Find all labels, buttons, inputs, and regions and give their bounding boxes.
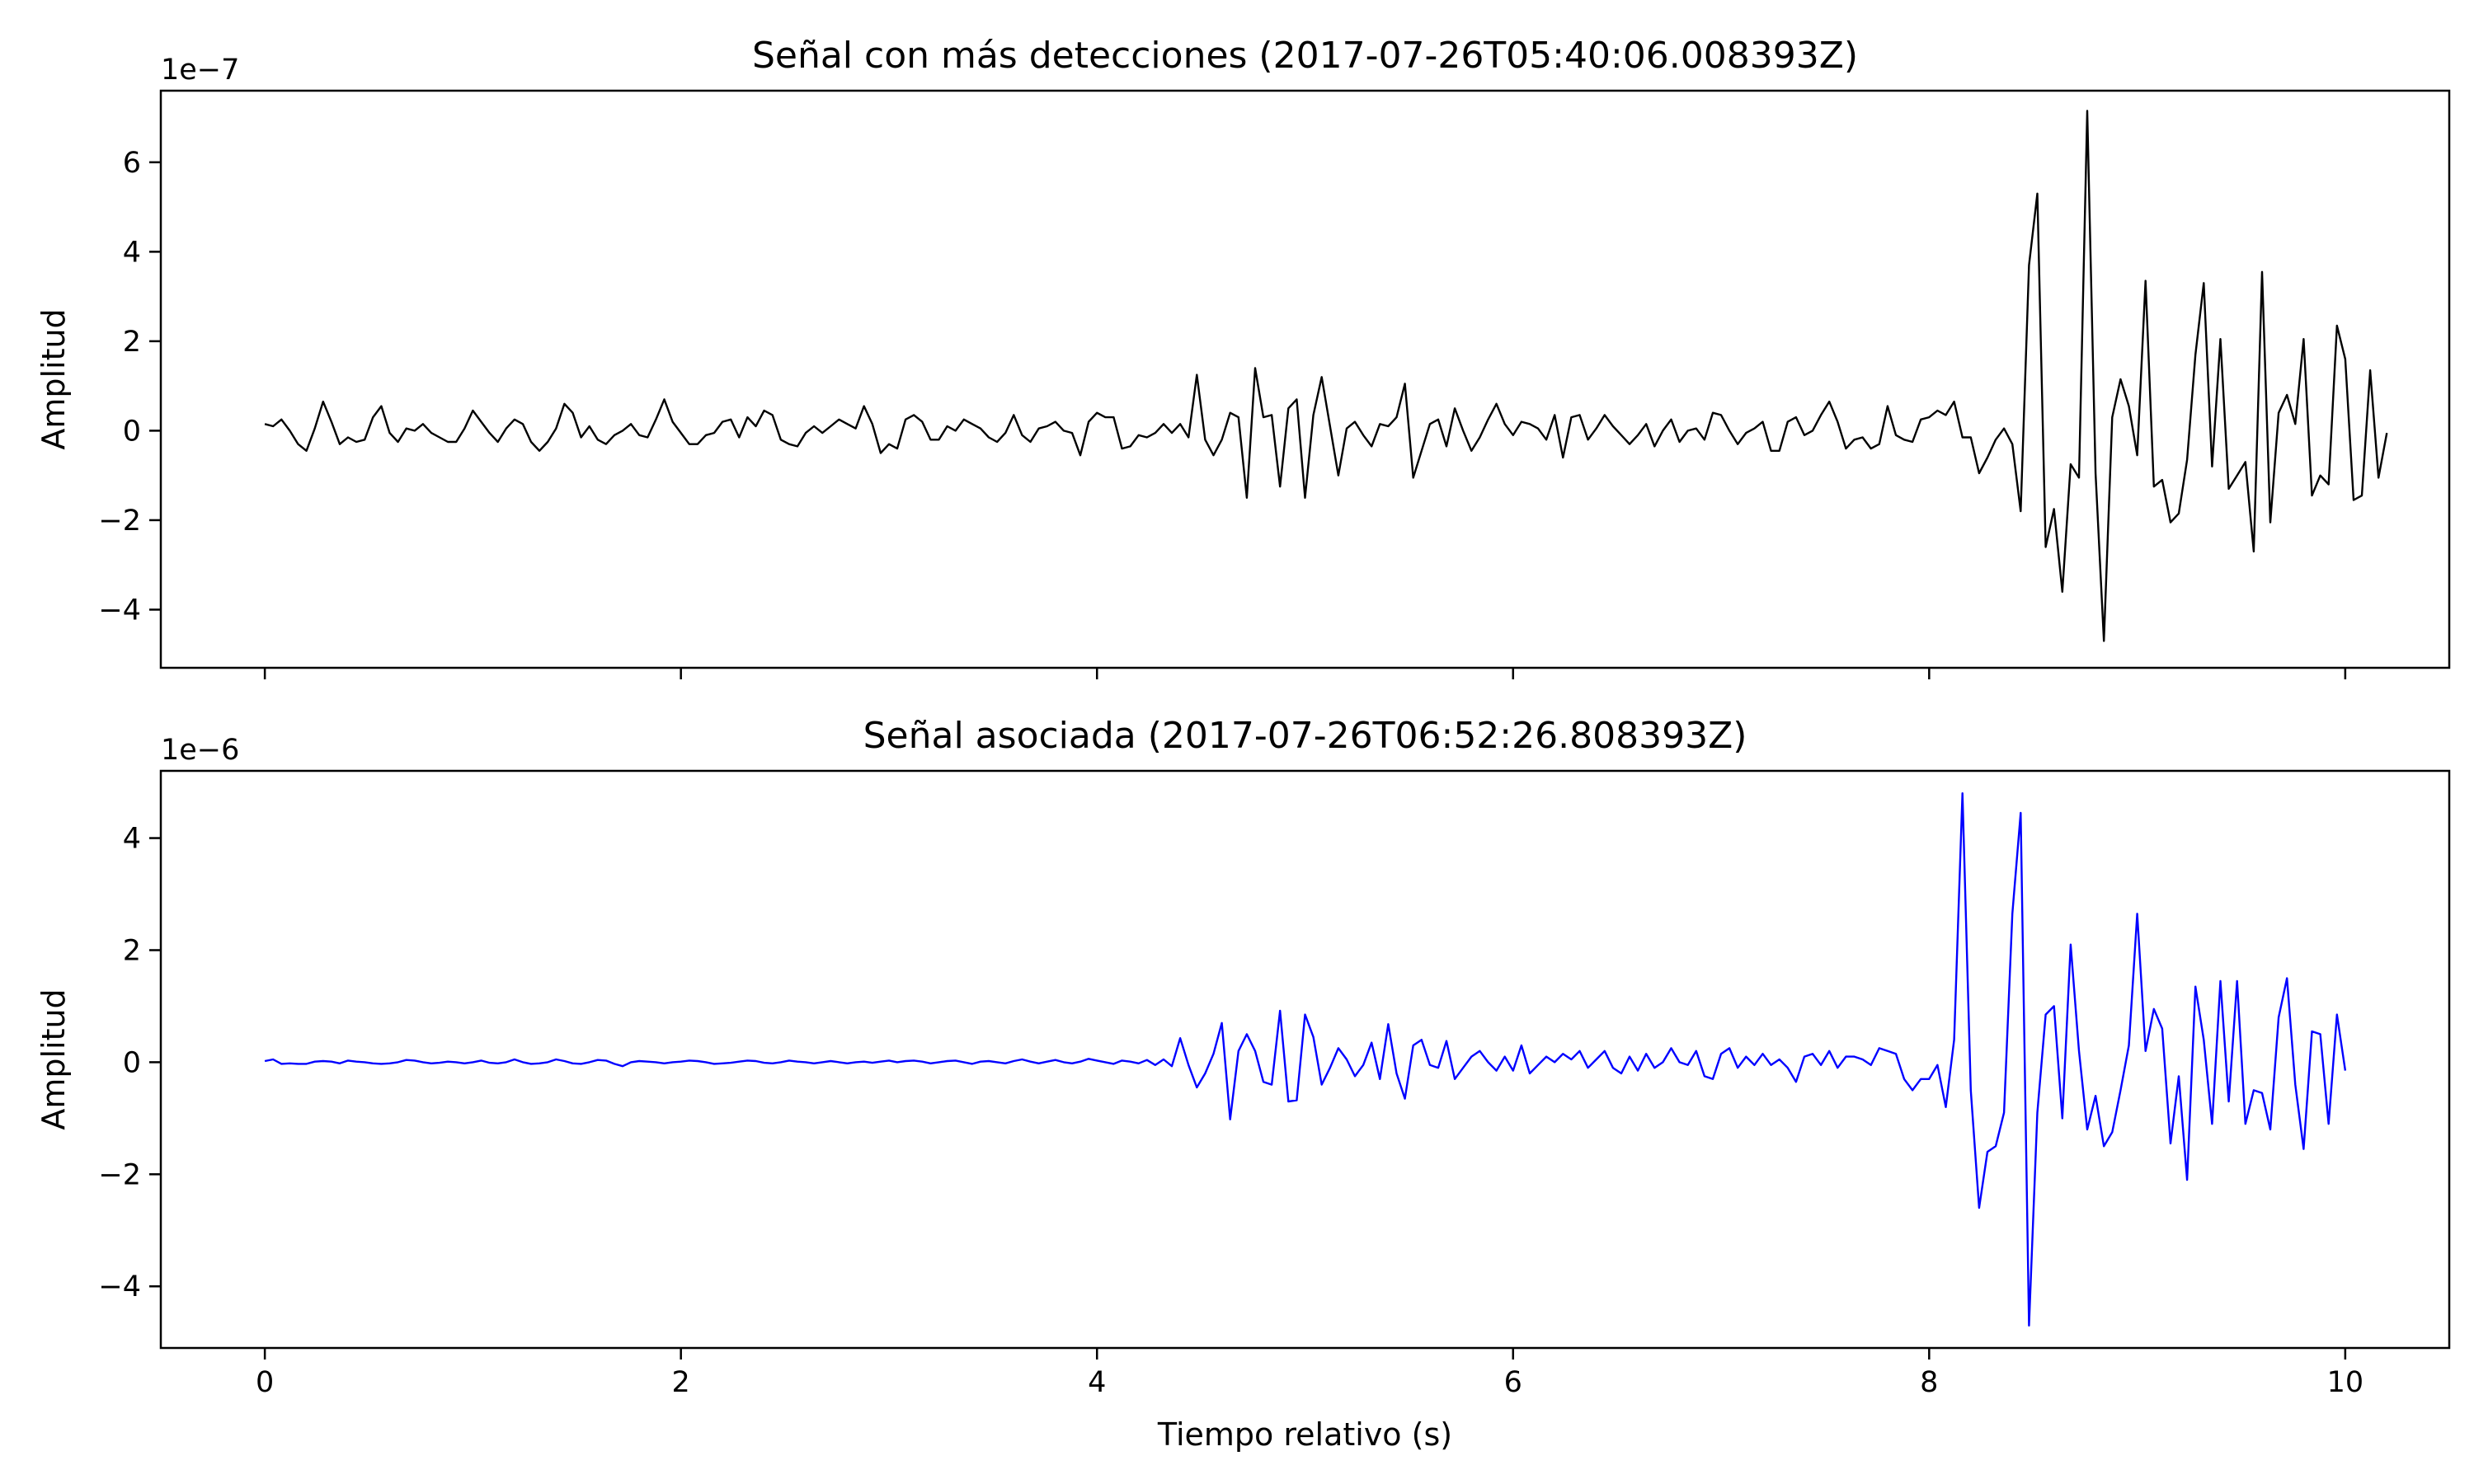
x-tick-label: 8 bbox=[1920, 1366, 1938, 1399]
y-tick-label: 0 bbox=[123, 415, 141, 448]
y-axis-label: Amplitud bbox=[35, 308, 72, 449]
y-tick-label: 2 bbox=[123, 326, 141, 359]
series-line bbox=[264, 792, 2347, 1327]
x-tick-label: 6 bbox=[1504, 1366, 1522, 1399]
y-tick-label: −2 bbox=[98, 505, 141, 538]
y-tick-label: 4 bbox=[123, 823, 141, 856]
series-line bbox=[264, 110, 2388, 642]
x-tick-label: 10 bbox=[2327, 1366, 2364, 1399]
y-tick-label: 2 bbox=[123, 934, 141, 967]
x-axis-label: Tiempo relativo (s) bbox=[1157, 1416, 1452, 1453]
axis-offset-label: 1e−6 bbox=[161, 734, 239, 767]
y-tick-label: −4 bbox=[98, 1270, 141, 1303]
y-tick-label: 6 bbox=[123, 147, 141, 180]
y-tick-label: 0 bbox=[123, 1046, 141, 1079]
bottom-panel: Señal asociada (2017-07-26T06:52:26.8083… bbox=[35, 715, 2451, 1453]
plot-frame bbox=[159, 769, 2451, 1350]
y-axis-label: Amplitud bbox=[35, 989, 72, 1129]
y-tick-label: 4 bbox=[123, 236, 141, 269]
y-tick-label: −4 bbox=[98, 594, 141, 627]
x-tick-label: 0 bbox=[256, 1366, 274, 1399]
panel-title: Señal con más detecciones (2017-07-26T05… bbox=[752, 35, 1858, 77]
x-tick-label: 2 bbox=[672, 1366, 690, 1399]
panel-title: Señal asociada (2017-07-26T06:52:26.8083… bbox=[863, 715, 1747, 757]
y-tick-label: −2 bbox=[98, 1158, 141, 1191]
top-panel: Señal con más detecciones (2017-07-26T05… bbox=[35, 35, 2451, 679]
axis-offset-label: 1e−7 bbox=[161, 54, 239, 87]
x-tick-label: 4 bbox=[1088, 1366, 1106, 1399]
plot-frame bbox=[159, 89, 2451, 669]
